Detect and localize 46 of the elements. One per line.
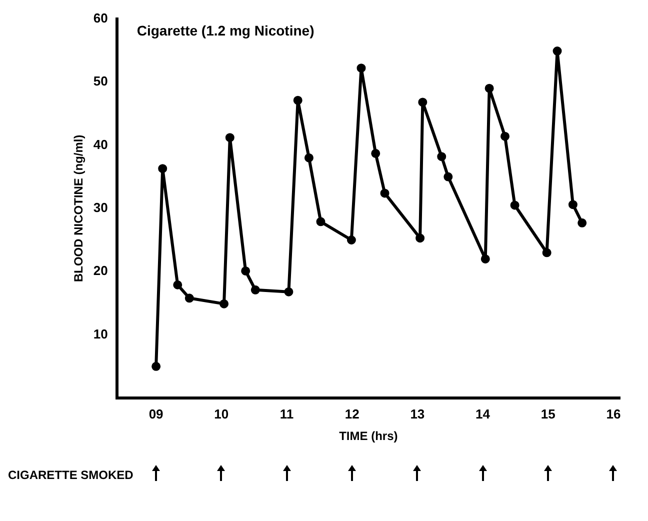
- chart-title: Cigarette (1.2 mg Nicotine): [136, 22, 314, 39]
- point: [444, 172, 453, 182]
- text: CIGARETTE SMOKED: [8, 468, 134, 482]
- point: [184, 294, 194, 303]
- point: [416, 234, 425, 243]
- point: [380, 188, 390, 198]
- x-tick-label: 11: [280, 406, 294, 422]
- point: [552, 46, 562, 56]
- point: [356, 64, 366, 73]
- y-tick-label: 20: [93, 263, 108, 278]
- point: [542, 248, 552, 258]
- y-axis-title: BLOOD NICOTINE (ng/ml): [72, 134, 86, 282]
- point: [284, 287, 294, 296]
- point: [500, 132, 510, 141]
- y-tick-label: 60: [93, 10, 108, 26]
- x-tick-label: 16: [606, 406, 621, 422]
- point: [225, 133, 234, 142]
- point: [250, 285, 260, 294]
- x-tick-label: 15: [540, 406, 556, 422]
- point: [568, 200, 578, 210]
- x-tick-label: 09: [148, 406, 164, 422]
- point: [418, 98, 428, 107]
- x-axis-title: TIME (hrs): [339, 429, 398, 444]
- point: [484, 84, 494, 93]
- x-tick-label: 13: [410, 406, 425, 422]
- point: [371, 148, 380, 158]
- x-tick-label: 10: [214, 406, 229, 422]
- x-tick-label: 12: [344, 406, 360, 422]
- x-tick-label: 14: [476, 406, 491, 422]
- point: [510, 200, 520, 210]
- point: [480, 254, 490, 264]
- y-tick-label: 10: [93, 326, 108, 342]
- y-tick-label: 40: [93, 136, 108, 152]
- point: [437, 152, 446, 162]
- point: [578, 218, 587, 228]
- point: [316, 217, 326, 226]
- point: [241, 266, 250, 276]
- point: [152, 362, 161, 371]
- y-tick-label: 30: [93, 200, 108, 215]
- point: [173, 280, 182, 290]
- point: [158, 164, 168, 174]
- point: [304, 153, 314, 162]
- y-tick-label: 50: [93, 74, 108, 89]
- point: [346, 236, 356, 244]
- point: [293, 96, 302, 105]
- point: [220, 299, 229, 308]
